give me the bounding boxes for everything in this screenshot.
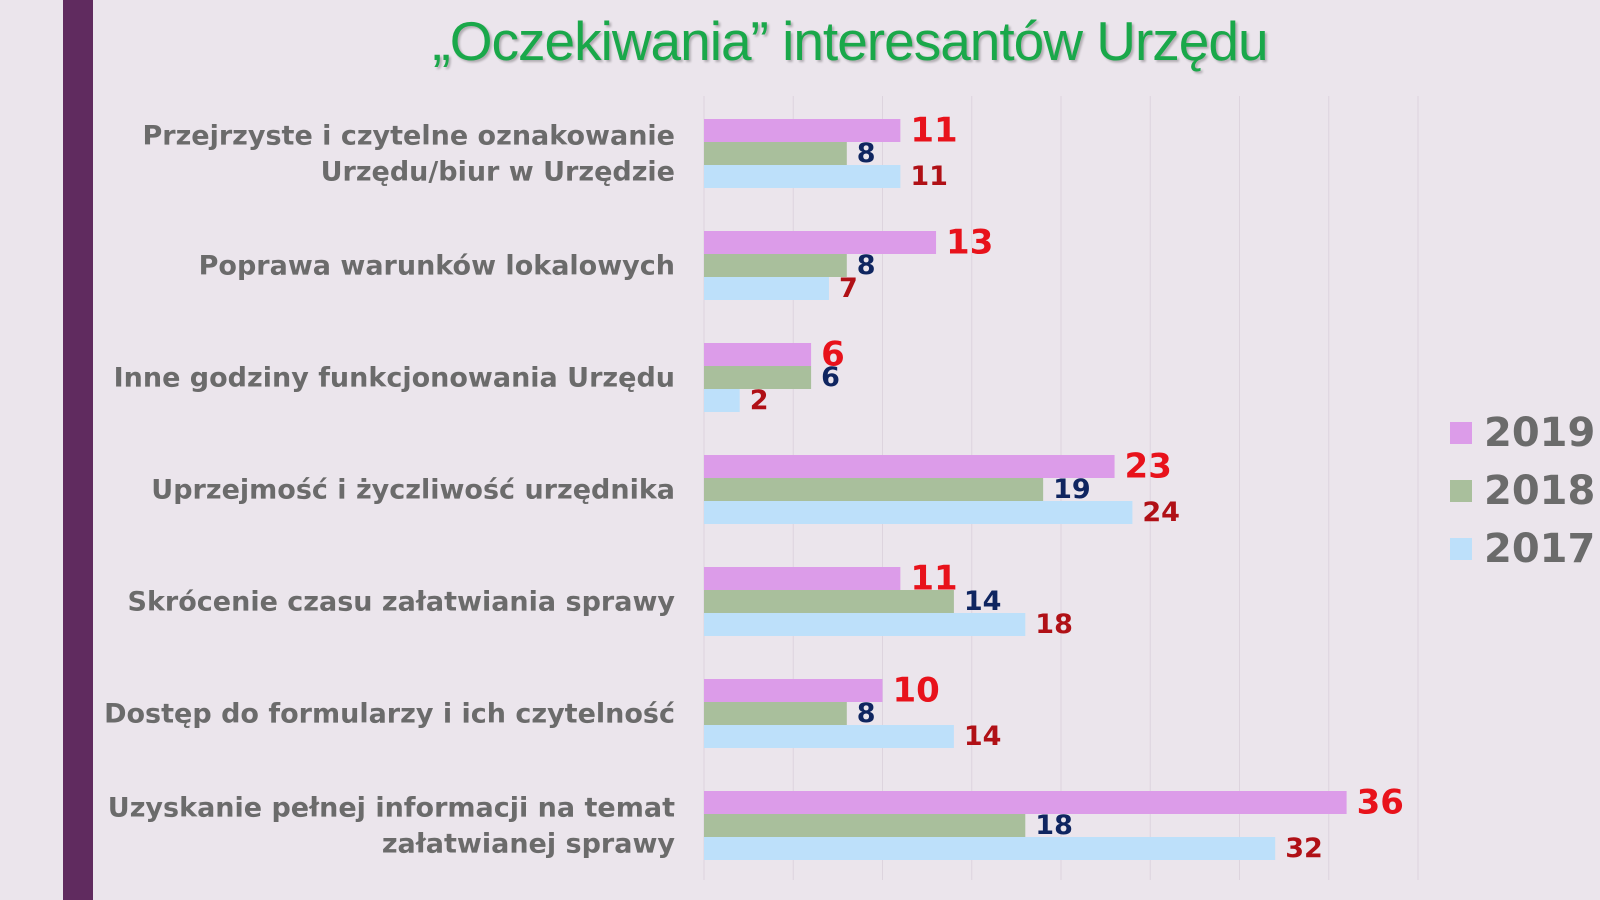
bar-2019 bbox=[704, 119, 901, 142]
category-label: Poprawa warunków lokalowych bbox=[199, 250, 675, 281]
bar-2018 bbox=[704, 478, 1044, 501]
category-group: 11 8 11 Przejrzyste i czytelne oznakowanie U… bbox=[142, 111, 957, 193]
bar-2019 bbox=[704, 791, 1347, 814]
category-label: Uprzejmość i życzliwość urzędnika bbox=[151, 474, 675, 505]
data-label-2017: 18 bbox=[1035, 609, 1073, 640]
legend-label-2018: 2018 bbox=[1484, 468, 1595, 514]
bar-2019 bbox=[704, 455, 1115, 478]
bar-2019 bbox=[704, 679, 883, 702]
bar-2018 bbox=[704, 254, 847, 277]
bar-2017 bbox=[704, 277, 829, 300]
legend-label-2017: 2017 bbox=[1484, 526, 1595, 572]
category-label: Skrócenie czasu załatwiania sprawy bbox=[128, 586, 676, 617]
bar-2019 bbox=[704, 343, 812, 366]
category-label-line: Poprawa warunków lokalowych bbox=[199, 250, 675, 281]
data-label-2017: 7 bbox=[839, 273, 858, 304]
category-label-line: Skrócenie czasu załatwiania sprawy bbox=[128, 586, 676, 617]
legend-label-2019: 2019 bbox=[1484, 410, 1595, 456]
category-label-line: Urzędu/biur w Urzędzie bbox=[321, 156, 675, 187]
category-label-line: Uprzejmość i życzliwość urzędnika bbox=[151, 474, 675, 505]
bar-2017 bbox=[704, 613, 1026, 636]
chart-title: „Oczekiwania” interesantów Urzędu bbox=[432, 10, 1268, 72]
legend: 2019 2018 2017 bbox=[1450, 410, 1595, 572]
legend-swatch-2017 bbox=[1450, 538, 1472, 560]
data-label-2018: 6 bbox=[821, 362, 840, 393]
data-label-2019: 10 bbox=[893, 671, 940, 711]
category-label-line: Przejrzyste i czytelne oznakowanie bbox=[142, 120, 675, 151]
data-label-2017: 32 bbox=[1285, 833, 1323, 864]
data-label-2018: 19 bbox=[1053, 474, 1091, 505]
category-label: Uzyskanie pełnej informacji na temat zała… bbox=[108, 792, 676, 859]
category-label: Dostęp do formularzy i ich czytelność bbox=[104, 698, 675, 729]
bar-2018 bbox=[704, 590, 954, 613]
data-label-2019: 6 bbox=[821, 335, 845, 375]
data-label-2019: 36 bbox=[1357, 783, 1404, 823]
category-label: Inne godziny funkcjonowania Urzędu bbox=[114, 362, 675, 393]
category-label-line: Inne godziny funkcjonowania Urzędu bbox=[114, 362, 675, 393]
data-label-2018: 8 bbox=[857, 698, 876, 729]
category-label: Przejrzyste i czytelne oznakowanie Urzędu… bbox=[142, 120, 675, 187]
legend-swatch-2018 bbox=[1450, 480, 1472, 502]
bar-2018 bbox=[704, 142, 847, 165]
bar-2018 bbox=[704, 366, 812, 389]
data-label-2019: 23 bbox=[1125, 447, 1172, 487]
bar-2017 bbox=[704, 165, 901, 188]
data-label-2019: 11 bbox=[910, 111, 957, 151]
bar-2017 bbox=[704, 501, 1133, 524]
category-group: 23 19 24 Uprzejmość i życzliwość urzędnika bbox=[151, 447, 1180, 529]
data-label-2018: 14 bbox=[964, 586, 1002, 617]
data-label-2017: 14 bbox=[964, 721, 1002, 752]
category-label-line: Uzyskanie pełnej informacji na temat bbox=[108, 792, 675, 823]
data-label-2017: 2 bbox=[750, 385, 769, 416]
category-group: 13 87 Poprawa warunków lokalowych bbox=[199, 223, 994, 305]
data-label-2018: 18 bbox=[1035, 810, 1073, 841]
bar-2019 bbox=[704, 567, 901, 590]
bar-2017 bbox=[704, 389, 740, 412]
data-label-2019: 13 bbox=[946, 223, 993, 263]
data-label-2017: 24 bbox=[1142, 497, 1180, 528]
data-label-2018: 8 bbox=[857, 250, 876, 281]
category-label-line: załatwianej sprawy bbox=[382, 828, 676, 859]
legend-swatch-2019 bbox=[1450, 422, 1472, 444]
data-label-2017: 11 bbox=[910, 161, 948, 192]
bar-2018 bbox=[704, 702, 847, 725]
bar-2018 bbox=[704, 814, 1026, 837]
data-label-2018: 8 bbox=[857, 138, 876, 169]
bar-2017 bbox=[704, 837, 1276, 860]
category-label-line: Dostęp do formularzy i ich czytelność bbox=[104, 698, 675, 729]
side-accent-bar bbox=[63, 0, 93, 900]
category-group: 66 2 Inne godziny funkcjonowania Urzędu bbox=[114, 335, 845, 417]
bar-2019 bbox=[704, 231, 937, 254]
bar-2017 bbox=[704, 725, 954, 748]
category-group: 10 8 14 Dostęp do formularzy i ich czytelno… bbox=[104, 671, 1001, 753]
category-group: 36 18 32 Uzyskanie pełnej informacji na tem… bbox=[108, 783, 1404, 865]
